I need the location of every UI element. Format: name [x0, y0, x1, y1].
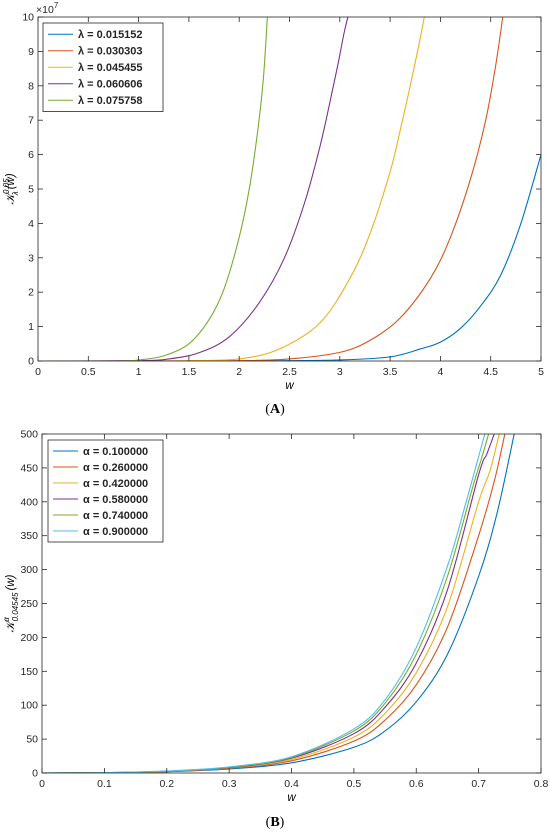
x-tick-label: 0.4: [284, 778, 299, 790]
y-tick-label: 400: [20, 496, 38, 508]
x-tick-label: 0.7: [471, 778, 486, 790]
x-tick-label: 1: [136, 366, 142, 378]
legend-entry: λ = 0.015152: [78, 29, 143, 41]
x-tick-label: 5: [538, 366, 544, 378]
legend-entry: λ = 0.030303: [78, 46, 143, 58]
y-tick-label: 200: [20, 632, 38, 644]
y-tick-label: 10: [22, 12, 34, 24]
x-tick-label: 3.5: [383, 366, 398, 378]
legend-entry: α = 0.100000: [83, 446, 148, 458]
y-axis-label: 𝒦α0.04545(w): [2, 574, 20, 632]
y-tick-label: 1: [28, 321, 34, 333]
x-axis-label: w: [285, 380, 294, 392]
y-tick-label: 100: [20, 700, 38, 712]
y-tick-label: 2: [28, 287, 34, 299]
legend-box: [47, 439, 164, 543]
x-tick-label: 0.5: [347, 778, 362, 790]
x-tick-label: 1.5: [182, 366, 197, 378]
y-tick-label: 5: [28, 184, 34, 196]
panel-a-caption: (A): [265, 402, 285, 417]
y-tick-label: 450: [20, 462, 38, 474]
y-tick-label: 0: [32, 768, 38, 780]
x-tick-label: 0: [39, 778, 45, 790]
x-tick-label: 4.5: [483, 366, 498, 378]
legend-entry: α = 0.420000: [83, 478, 148, 490]
legend: α = 0.100000 α = 0.260000 α = 0.420000 α = …: [47, 439, 164, 543]
y-tick-label: 4: [28, 218, 34, 230]
x-tick-label: 0: [35, 366, 41, 378]
x-tick-label: 2: [236, 366, 242, 378]
panel-b-caption: (B): [265, 815, 285, 830]
legend-entry: λ = 0.075758: [78, 95, 143, 107]
x-tick-label: 0.6: [409, 778, 424, 790]
legend-entry: λ = 0.045455: [78, 62, 143, 74]
y-axis-label: 𝒦0.05λ(w): [2, 173, 20, 205]
chart-panel-b: 0 0.1 0.2 0.3 0.4 0.5 0.6 0.7 0.8 0 50 100 150 200 250…: [2, 429, 548, 805]
legend-entry: α = 0.900000: [83, 526, 148, 538]
x-tick-label: 2.5: [282, 366, 297, 378]
legend-entry: α = 0.740000: [83, 510, 148, 522]
y-tick-label: 0: [28, 356, 34, 368]
x-tick-label: 4: [437, 366, 443, 378]
y-tick-label: 50: [26, 734, 38, 746]
y-tick-label: 6: [28, 149, 34, 161]
x-tick-label: 0.1: [97, 778, 112, 790]
x-tick-label: 0.3: [222, 778, 237, 790]
y-multiplier: ×107: [36, 1, 59, 16]
x-tick-label: 0.8: [534, 778, 549, 790]
series-line-1: [38, 154, 541, 361]
series-line-4: [38, 17, 349, 361]
legend-entry: α = 0.580000: [83, 494, 148, 506]
legend: λ = 0.015152 λ = 0.030303 λ = 0.045455 λ = …: [42, 22, 164, 112]
y-tick-label: 150: [20, 666, 38, 678]
y-tick-label: 7: [28, 115, 34, 127]
y-tick-label: 8: [28, 80, 34, 92]
chart-panel-a: 0 0.5 1 1.5 2 2.5 3 3.5 4 4.5 5 0 1 2 3 4 5 6 7 8 9 10 w 𝒦0.05λ…: [2, 1, 544, 392]
x-tick-label: 0.2: [159, 778, 174, 790]
y-tick-label: 9: [28, 46, 34, 58]
x-axis-label: w: [287, 792, 296, 804]
y-tick-label: 300: [20, 564, 38, 576]
y-tick-label: 500: [20, 429, 38, 441]
legend-entry: λ = 0.060606: [78, 79, 143, 91]
x-tick-label: 0.5: [81, 366, 96, 378]
y-tick-label: 250: [20, 598, 38, 610]
y-tick-label: 3: [28, 252, 34, 264]
legend-entry: α = 0.260000: [83, 462, 148, 474]
series-line-5: [38, 17, 268, 361]
y-tick-label: 350: [20, 530, 38, 542]
x-tick-label: 3: [337, 366, 343, 378]
